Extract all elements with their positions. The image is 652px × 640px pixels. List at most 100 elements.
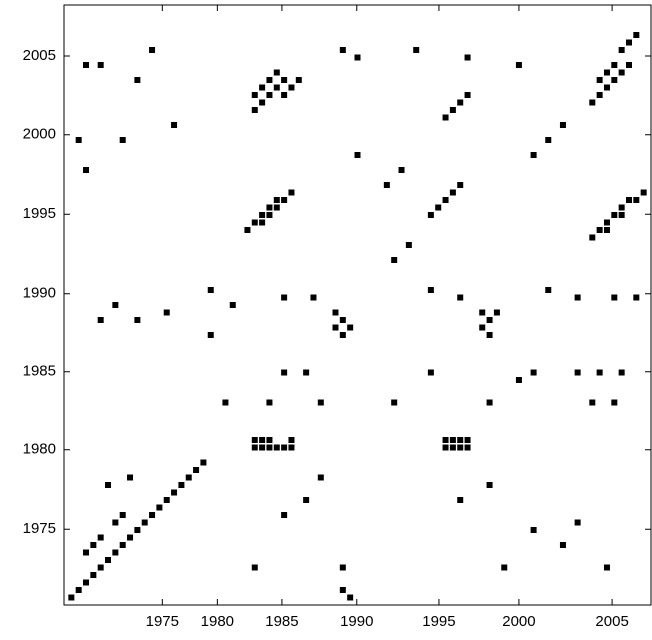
point: [273, 204, 280, 211]
point: [75, 137, 82, 143]
point: [618, 47, 625, 53]
point: [119, 542, 126, 548]
point: [281, 77, 288, 83]
point: [127, 474, 134, 481]
y-tick-label: 1990: [23, 285, 56, 302]
point: [295, 77, 302, 83]
point: [266, 204, 273, 211]
point: [259, 444, 266, 451]
point: [442, 444, 449, 451]
point: [501, 564, 508, 571]
point: [618, 369, 625, 376]
point: [479, 309, 486, 316]
point: [281, 294, 288, 301]
point: [244, 227, 251, 233]
point: [486, 399, 493, 406]
point: [457, 497, 464, 503]
point: [259, 212, 266, 218]
point: [449, 107, 456, 113]
point: [354, 152, 361, 158]
point: [200, 459, 207, 466]
point: [611, 77, 618, 83]
point: [449, 444, 456, 451]
point: [251, 219, 258, 226]
point: [259, 437, 266, 443]
point: [288, 84, 295, 91]
point: [281, 369, 288, 376]
y-tick-label: 2005: [23, 47, 56, 64]
x-tick-label: 1985: [265, 613, 298, 630]
point: [574, 369, 581, 376]
point: [266, 444, 273, 451]
point: [449, 437, 456, 443]
point: [119, 512, 126, 518]
point: [163, 309, 170, 316]
point: [530, 527, 537, 533]
point: [339, 564, 346, 571]
point: [105, 482, 112, 488]
point: [633, 294, 640, 301]
point: [603, 69, 610, 76]
point: [427, 369, 434, 376]
point: [574, 294, 581, 301]
point: [112, 519, 119, 526]
point: [633, 32, 640, 38]
point: [310, 294, 317, 301]
point: [427, 212, 434, 218]
point: [273, 197, 280, 203]
point: [633, 197, 640, 203]
point: [288, 189, 295, 196]
point: [442, 114, 449, 121]
point: [354, 54, 361, 61]
point: [457, 437, 464, 443]
point: [457, 294, 464, 301]
point: [625, 62, 632, 68]
point: [464, 437, 471, 443]
point: [193, 467, 200, 473]
point: [618, 212, 625, 218]
point: [449, 189, 456, 196]
point: [405, 242, 412, 248]
point: [559, 122, 566, 128]
point: [90, 542, 97, 548]
point: [618, 69, 625, 76]
point: [266, 212, 273, 218]
point: [251, 437, 258, 443]
point: [266, 92, 273, 98]
point: [530, 369, 537, 376]
point: [640, 189, 647, 196]
y-tick-label: 2000: [23, 126, 56, 143]
point: [398, 167, 405, 173]
point: [97, 534, 104, 541]
point: [486, 482, 493, 488]
point: [589, 99, 596, 106]
point: [127, 534, 134, 541]
point: [457, 444, 464, 451]
point: [171, 122, 178, 128]
point: [281, 512, 288, 518]
point: [486, 332, 493, 338]
point: [464, 444, 471, 451]
point: [625, 197, 632, 203]
point: [259, 84, 266, 91]
point: [339, 332, 346, 338]
point: [112, 549, 119, 556]
point: [339, 317, 346, 323]
point: [596, 227, 603, 233]
point: [229, 302, 236, 308]
x-tick-label: 2005: [595, 613, 628, 630]
point: [207, 287, 214, 293]
point: [97, 564, 104, 571]
point: [97, 317, 104, 323]
point: [596, 92, 603, 98]
point: [317, 474, 324, 481]
point: [83, 167, 90, 173]
point: [545, 137, 552, 143]
point: [97, 62, 104, 68]
point: [266, 77, 273, 83]
x-tick-label: 1975: [146, 613, 179, 630]
y-tick-label: 1975: [23, 520, 56, 537]
point: [273, 444, 280, 451]
point: [435, 204, 442, 211]
